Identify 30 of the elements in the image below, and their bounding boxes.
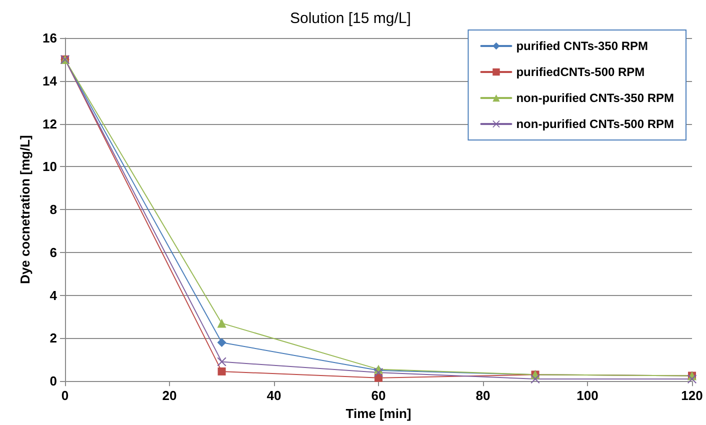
x-axis-title: Time [min]: [346, 406, 412, 421]
y-tick-label: 10: [42, 159, 57, 174]
point: [688, 374, 696, 384]
x-tick-label: 20: [162, 388, 177, 404]
x-tick-label: 40: [266, 388, 282, 404]
y-tick-label: 6: [50, 244, 57, 260]
point: [374, 368, 383, 378]
y-tick-label: 14: [42, 73, 58, 88]
y-tick-label: 4: [50, 288, 58, 303]
x-tick-label: 0: [61, 388, 69, 404]
x-tick-label: 100: [576, 388, 598, 404]
legend-label: purified CNTs-350 RPM: [516, 39, 648, 53]
legend-label: purifiedCNTs-500 RPM: [516, 65, 645, 79]
x-tick-label: 60: [371, 388, 386, 404]
x-tick-label: 120: [681, 388, 703, 404]
point: [218, 367, 226, 376]
y-tick-label: 8: [50, 202, 57, 218]
point: [217, 357, 226, 366]
point: [217, 338, 226, 347]
y-axis-title: Dye cocnetration [mg/L]: [18, 135, 33, 284]
y-tick-label: 2: [50, 330, 57, 346]
y-tick-label: 0: [50, 374, 57, 389]
legend-label: non-purified CNTs-500 RPM: [516, 117, 674, 131]
point: [217, 318, 226, 328]
point: [530, 374, 540, 384]
legend-label: non-purified CNTs-350 RPM: [516, 91, 674, 105]
chart-title: Solution [15 mg/L]: [290, 10, 411, 27]
x-tick-label: 80: [476, 388, 490, 404]
y-tick-label: 16: [42, 30, 57, 46]
y-tick-label: 12: [42, 116, 57, 132]
